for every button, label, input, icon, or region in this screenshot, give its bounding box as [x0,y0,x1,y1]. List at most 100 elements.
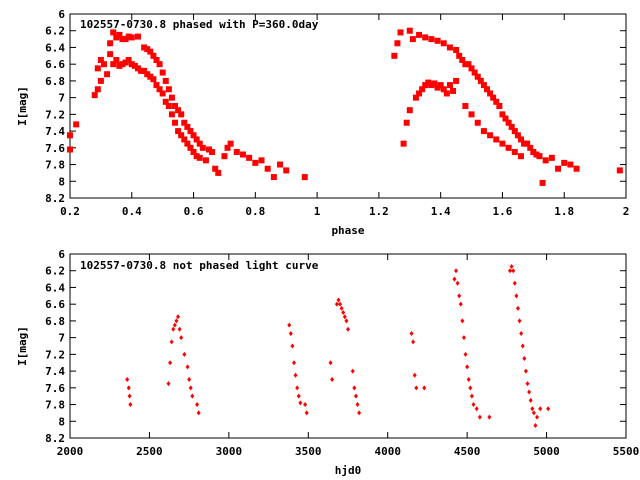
data-point [156,61,163,68]
data-point [468,65,475,72]
data-point [134,65,141,72]
data-point [338,301,343,307]
data-point [159,69,166,76]
data-point [178,132,185,139]
y-tick-label: 6 [58,8,65,21]
data-point [162,98,169,105]
data-point [484,86,490,93]
x-tick-label: 1.2 [369,205,389,218]
x-tick-label: 1 [314,205,321,218]
data-point [174,318,179,324]
data-point [298,400,303,406]
data-point [480,128,487,135]
data-point [328,360,333,366]
data-point [542,157,549,164]
data-point [502,115,509,122]
data-point [434,84,441,91]
data-point [116,62,123,69]
data-point [116,31,123,38]
data-point [97,77,104,84]
data-point [437,82,444,89]
data-point [416,90,423,97]
data-point [455,280,460,286]
data-point [454,268,459,274]
data-point [221,153,228,160]
data-point [168,360,173,366]
data-point [288,330,293,336]
y-tick-label: 6.6 [45,298,65,311]
data-point [193,153,200,160]
data-point [477,77,484,84]
data-point [126,385,131,391]
data-point [477,414,482,420]
chart-title-unphased: 102557-0730.8 not phased light curve [80,259,319,272]
data-point [212,165,219,172]
data-point [330,376,335,382]
data-point [172,119,179,126]
data-point [530,406,535,412]
data-point [141,44,148,51]
data-point [172,322,177,328]
data-point [227,140,234,147]
data-point [474,119,481,126]
data-point [536,153,543,160]
data-point [264,165,271,172]
data-point [287,322,292,328]
data-point [122,36,129,43]
data-point [206,146,212,153]
data-point [100,61,107,68]
data-point [119,61,126,68]
data-point [616,167,623,174]
x-tick-label: 5500 [613,445,640,458]
unphased-light-curve-panel: 102557-0730.8 not phased light curve hjd… [16,248,639,477]
data-point [531,410,536,416]
x-tick-label: 0.6 [184,205,204,218]
data-point [517,153,524,160]
data-point [295,385,300,391]
data-point [202,157,209,164]
plot-frame-phased [69,13,627,199]
data-point [406,107,413,114]
y-tick-label: 7.4 [45,125,65,138]
data-point [461,335,466,341]
data-point [462,103,469,109]
data-point [125,33,132,40]
data-point [524,140,531,147]
data-point [460,318,465,324]
data-point [215,169,222,176]
data-point [539,179,546,186]
data-point [159,90,166,97]
data-point [175,128,182,135]
data-point [527,389,532,395]
data-point [196,410,201,416]
data-point [144,71,151,78]
data-point [353,393,358,399]
data-point [339,305,344,311]
x-tick-label: 1.8 [554,205,574,218]
data-point [523,368,528,374]
data-point [277,161,284,168]
data-point [521,140,528,147]
data-point [128,34,135,41]
data-point [190,393,195,399]
data-point [522,356,527,362]
data-point [187,376,192,382]
x-tick-label: 0.2 [60,205,80,218]
data-point [508,123,515,130]
data-points-phased [67,27,623,186]
data-point [141,67,148,74]
data-point [162,77,169,84]
x-axis-label-phased: phase [331,224,364,237]
data-point [471,69,478,76]
y-axis-label-phased: I[mag] [16,86,29,126]
data-point [493,98,500,105]
data-point [128,402,133,408]
data-point [138,67,145,74]
data-point [515,305,520,311]
x-tick-label: 2500 [136,445,163,458]
data-point [134,33,141,40]
data-point [107,51,114,58]
data-point [168,111,175,118]
data-point [527,144,534,151]
data-point [270,174,277,181]
